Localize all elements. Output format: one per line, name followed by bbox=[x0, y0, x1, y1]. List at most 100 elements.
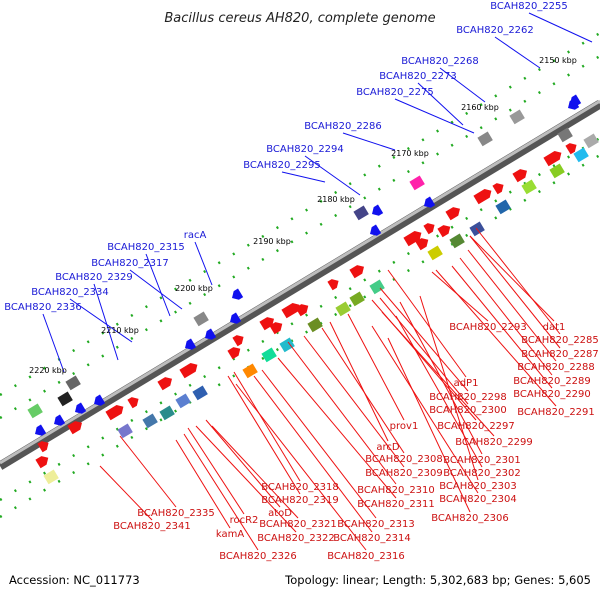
forward-gene bbox=[35, 456, 49, 469]
reverse-gene bbox=[205, 328, 217, 340]
scale-tick-label: 2200 kbp bbox=[175, 284, 213, 293]
scale-tick-label: 2220 kbp bbox=[29, 366, 67, 375]
forward-gene-label: BCAH820_2308 bbox=[365, 454, 443, 465]
gene-block bbox=[261, 347, 277, 363]
reverse-gene bbox=[94, 394, 106, 406]
reverse-gene-label: BCAH820_2273 bbox=[379, 71, 457, 82]
reverse-gene bbox=[54, 414, 66, 426]
forward-gene-label: BCAH820_2288 bbox=[517, 362, 595, 373]
reverse-gene bbox=[75, 402, 87, 414]
forward-gene-label: BCAH820_2285 bbox=[521, 335, 599, 346]
forward-gene bbox=[565, 143, 577, 155]
forward-gene-label: BCAH820_2316 bbox=[327, 551, 405, 562]
reverse-gene bbox=[230, 312, 242, 324]
reverse-gene bbox=[570, 94, 582, 106]
reverse-gene-label: BCAH820_2317 bbox=[91, 258, 169, 269]
forward-gene-label: BCAH820_2299 bbox=[455, 437, 533, 448]
reverse-gene-label: BCAH820_2315 bbox=[107, 242, 185, 253]
forward-gene bbox=[437, 225, 451, 238]
forward-gene-label: atoD bbox=[268, 508, 292, 519]
forward-strand-labels: BCAH820_2293 dat1 BCAH820_2285 BCAH820_2287… bbox=[113, 322, 599, 562]
forward-gene bbox=[67, 421, 82, 435]
scale-tick-label: 2150 kbp bbox=[539, 56, 577, 65]
forward-gene bbox=[105, 405, 124, 421]
forward-gene-label: adP1 bbox=[454, 378, 479, 389]
forward-gene-label: BCAH820_2326 bbox=[219, 551, 297, 562]
forward-gene-label: BCAH820_2298 bbox=[429, 392, 507, 403]
scale-tick-label: 2180 kbp bbox=[317, 195, 355, 204]
reverse-gene-label: BCAH820_2295 bbox=[243, 160, 321, 171]
reverse-gene bbox=[372, 204, 384, 216]
gene-block bbox=[449, 233, 465, 249]
forward-gene-label: BCAH820_2300 bbox=[429, 405, 507, 416]
gene-features bbox=[27, 94, 599, 485]
forward-gene-label: prov1 bbox=[390, 421, 419, 432]
forward-gene-label: BCAH820_2306 bbox=[431, 513, 509, 524]
genome-backbone bbox=[0, 99, 600, 470]
reverse-gene-label: BCAH820_2294 bbox=[266, 144, 344, 155]
gene-block bbox=[159, 405, 175, 421]
gene-block bbox=[549, 163, 565, 179]
forward-gene-label: BCAH820_2335 bbox=[137, 508, 215, 519]
forward-gene bbox=[423, 223, 435, 235]
forward-gene bbox=[295, 304, 309, 317]
gene-block bbox=[583, 133, 599, 149]
map-title: Bacillus cereus AH820, complete genome bbox=[164, 11, 435, 26]
scale-ticks: 2150 kbp 2160 kbp 2170 kbp 2180 kbp 2190 kbp… bbox=[29, 56, 577, 375]
gene-block bbox=[353, 205, 369, 221]
forward-gene bbox=[445, 207, 460, 221]
forward-gene-label: BCAH820_2302 bbox=[443, 468, 521, 479]
forward-gene bbox=[127, 397, 139, 409]
topology-stats: Topology: linear; Length: 5,302,683 bp; … bbox=[284, 573, 591, 587]
scale-tick-label: 2170 kbp bbox=[391, 149, 429, 158]
gene-block bbox=[477, 131, 493, 147]
forward-gene-label: BCAH820_2293 bbox=[449, 322, 527, 333]
forward-gene-label: BCAH820_2341 bbox=[113, 521, 191, 532]
dotted-ruler bbox=[0, 31, 600, 397]
forward-gene-label: BCAH820_2311 bbox=[357, 499, 435, 510]
forward-gene-label: BCAH820_2287 bbox=[521, 349, 599, 360]
reverse-gene bbox=[232, 288, 244, 300]
gene-block bbox=[279, 337, 295, 353]
forward-gene bbox=[269, 322, 283, 335]
forward-gene-label: BCAH820_2313 bbox=[337, 519, 415, 530]
reverse-gene bbox=[370, 224, 382, 236]
forward-gene bbox=[259, 317, 274, 331]
forward-gene-label: BCAH820_2309 bbox=[365, 468, 443, 479]
gene-block bbox=[427, 245, 443, 261]
gene-block bbox=[175, 393, 191, 409]
gene-block bbox=[409, 175, 425, 191]
scale-tick-label: 2210 kbp bbox=[101, 326, 139, 335]
reverse-gene-label: BCAH820_2268 bbox=[401, 56, 479, 67]
forward-gene-label: BCAH820_2304 bbox=[439, 494, 517, 505]
forward-gene-label: BCAH820_2310 bbox=[357, 485, 435, 496]
forward-gene bbox=[157, 377, 172, 391]
reverse-gene-label: racA bbox=[184, 230, 207, 241]
forward-gene bbox=[492, 183, 504, 195]
forward-gene bbox=[327, 279, 339, 291]
gene-block bbox=[335, 301, 351, 317]
forward-gene-label: BCAH820_2303 bbox=[439, 481, 517, 492]
forward-gene bbox=[473, 189, 492, 205]
forward-gene-label: dat1 bbox=[543, 322, 566, 333]
forward-gene-label: BCAH820_2291 bbox=[517, 407, 595, 418]
gene-block bbox=[192, 385, 208, 401]
reverse-gene-label: BCAH820_2334 bbox=[31, 287, 109, 298]
forward-gene-label: BCAH820_2318 bbox=[261, 482, 339, 493]
forward-gene bbox=[349, 265, 364, 279]
gene-block bbox=[349, 291, 365, 307]
gene-block bbox=[57, 391, 73, 407]
gene-block bbox=[142, 413, 158, 429]
gene-block bbox=[242, 363, 258, 379]
reverse-gene-label: BCAH820_2255 bbox=[490, 1, 568, 12]
forward-gene-label: BCAH820_2322 bbox=[257, 533, 335, 544]
forward-gene bbox=[512, 169, 527, 183]
reverse-gene-label: BCAH820_2286 bbox=[304, 121, 382, 132]
label-leader-lines bbox=[42, 12, 593, 551]
forward-gene bbox=[403, 231, 422, 247]
gene-block bbox=[307, 317, 323, 333]
forward-gene-label: BCAH820_2319 bbox=[261, 495, 339, 506]
gene-block bbox=[573, 147, 589, 163]
forward-gene bbox=[543, 151, 562, 167]
